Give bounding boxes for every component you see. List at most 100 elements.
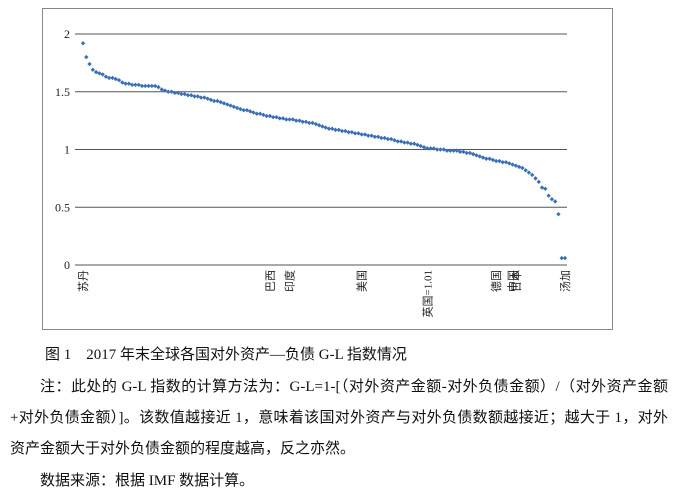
point xyxy=(356,131,361,136)
point xyxy=(480,155,486,160)
point xyxy=(320,124,325,129)
point xyxy=(379,135,384,141)
point xyxy=(231,104,237,109)
point xyxy=(162,88,168,93)
point xyxy=(267,113,273,119)
point xyxy=(441,147,446,152)
y-tick-label: 1 xyxy=(64,143,70,157)
point xyxy=(415,142,420,148)
point xyxy=(189,93,194,98)
point xyxy=(470,151,476,157)
point xyxy=(221,101,227,106)
point xyxy=(359,132,364,137)
point xyxy=(103,74,109,79)
point xyxy=(552,199,558,204)
point xyxy=(556,211,561,217)
point xyxy=(326,126,332,131)
point xyxy=(389,136,394,142)
point xyxy=(497,158,502,164)
point xyxy=(169,89,174,94)
point xyxy=(346,129,351,135)
point xyxy=(421,144,427,150)
point xyxy=(530,172,535,178)
point xyxy=(290,117,296,122)
point xyxy=(343,128,348,134)
point xyxy=(264,113,269,119)
point xyxy=(369,133,374,138)
point xyxy=(307,120,312,126)
point xyxy=(192,94,197,99)
point xyxy=(503,160,509,165)
point xyxy=(166,89,171,94)
point xyxy=(185,93,191,98)
point xyxy=(248,109,253,114)
point xyxy=(303,119,309,124)
x-tick-label: 巴西 xyxy=(265,270,277,292)
point xyxy=(297,118,302,123)
x-tick-label: 中国 xyxy=(507,270,520,292)
point xyxy=(251,110,256,115)
point xyxy=(310,120,315,126)
source: 数据来源：根据 IMF 数据计算。 xyxy=(40,473,255,489)
point xyxy=(100,72,105,77)
point xyxy=(559,255,564,261)
point xyxy=(123,81,128,86)
point xyxy=(116,78,122,83)
point xyxy=(398,139,404,144)
x-tick-label: 美国 xyxy=(356,270,369,292)
point xyxy=(385,136,391,142)
point xyxy=(431,146,437,151)
point xyxy=(270,114,276,120)
point xyxy=(146,83,151,89)
point xyxy=(139,83,145,89)
point xyxy=(451,148,456,153)
x-tick-label: 苏丹 xyxy=(77,270,90,292)
point xyxy=(411,141,417,146)
point xyxy=(284,117,289,122)
point xyxy=(382,135,387,141)
point xyxy=(490,157,496,163)
point xyxy=(149,83,155,89)
point xyxy=(418,143,423,149)
y-tick-label: 0 xyxy=(64,258,70,272)
point xyxy=(254,111,259,116)
x-tick-label: 印度 xyxy=(283,270,297,292)
point xyxy=(182,91,187,97)
point xyxy=(500,160,505,165)
point xyxy=(90,67,96,73)
point xyxy=(536,179,541,185)
point xyxy=(80,41,86,46)
point xyxy=(362,132,368,137)
note: 注：此处的 G-L 指数的计算方法为：G-L=1-[（对外资产金额-对外负债金额… xyxy=(10,379,668,457)
point xyxy=(510,162,515,167)
point xyxy=(434,147,440,152)
y-tick-label: 1.5 xyxy=(55,85,70,99)
point xyxy=(313,121,319,127)
point xyxy=(175,90,181,96)
point xyxy=(375,134,381,139)
point xyxy=(225,102,230,107)
point xyxy=(234,105,240,111)
point xyxy=(261,112,266,118)
point xyxy=(372,134,378,139)
y-tick-label: 2 xyxy=(64,27,70,41)
point xyxy=(461,149,466,155)
point xyxy=(546,193,551,198)
point xyxy=(277,116,282,121)
point xyxy=(493,158,499,164)
point xyxy=(179,91,184,97)
point xyxy=(408,141,414,146)
figure-caption: 图 1 2017 年末全球各国对外资产—负债 G-L 指数情况 xyxy=(45,347,407,363)
point xyxy=(467,150,473,156)
point xyxy=(107,75,112,81)
point xyxy=(238,106,243,112)
point xyxy=(195,94,200,99)
point xyxy=(156,84,161,90)
point xyxy=(526,170,532,175)
point xyxy=(484,156,489,161)
point xyxy=(339,128,345,134)
y-tick-label: 0.5 xyxy=(55,200,70,214)
x-tick-label: 日本 xyxy=(509,270,523,292)
point xyxy=(205,96,210,101)
